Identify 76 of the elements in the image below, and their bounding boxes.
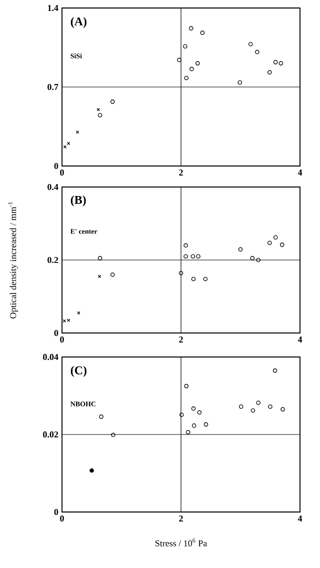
point [255,50,260,54]
point [184,243,188,248]
point [98,113,102,118]
y-tick-label: 0.2 [48,256,58,264]
point [248,42,253,46]
x-tick-label: 0 [60,170,64,176]
x-tick-label: 4 [298,336,302,342]
point [192,423,196,428]
point [190,254,196,258]
point [96,108,100,112]
y-tick-label: 0.04 [43,354,58,360]
point [250,256,255,260]
point [184,384,188,388]
point [110,100,115,104]
y-tick-label: 0 [54,330,58,336]
point [280,242,284,247]
point [280,407,285,412]
point [177,58,182,62]
y-tick-label: 0.02 [43,431,58,438]
y-axis-title: Optical density increased / mm$^{-1}$ [8,202,18,318]
point [98,274,102,278]
x-tick-label: 0 [60,516,64,522]
point [278,61,284,66]
x-tick-label: 2 [179,170,183,176]
point [256,258,260,262]
point [191,406,196,411]
x-axis-title: Stress / 10$^{6}$ Pa [155,538,207,546]
point [184,254,188,258]
point [238,247,243,252]
point [99,414,104,419]
point [66,318,70,322]
point [238,404,244,409]
point [197,410,202,415]
annotation: (C) [70,366,86,377]
y-tick-label: 0 [54,508,58,516]
annotation: (B) [70,196,86,206]
x-tick-label: 2 [179,516,183,522]
point [203,276,208,282]
y-tick-label: 0.7 [48,84,58,90]
point [204,422,208,427]
point [188,26,194,30]
point [179,412,184,417]
point [272,368,278,373]
point [200,30,205,35]
point [273,60,278,64]
y-tick-label: 0.4 [48,184,58,190]
point [196,254,200,258]
y-tick-label: 0 [54,162,58,170]
point [238,80,242,85]
point [267,70,272,74]
annotation: (A) [70,17,86,28]
point [111,432,116,438]
point [191,276,196,282]
point [267,240,272,245]
point [273,235,278,240]
point [90,468,94,473]
point [184,76,188,80]
point [76,130,80,134]
point [190,66,194,72]
point [186,430,190,434]
y-tick-label: 1.4 [48,4,58,12]
point [250,408,256,413]
point [110,272,115,277]
point [183,44,188,49]
point [77,311,80,315]
x-tick-label: 4 [298,170,302,176]
point [196,61,200,66]
point [98,256,102,260]
x-tick-label: 2 [179,336,183,342]
x-tick-label: 4 [298,516,302,522]
x-tick-label: 0 [60,336,64,343]
point [178,270,184,276]
point [66,142,70,146]
point [268,404,272,409]
point [256,400,260,405]
point [63,145,67,148]
